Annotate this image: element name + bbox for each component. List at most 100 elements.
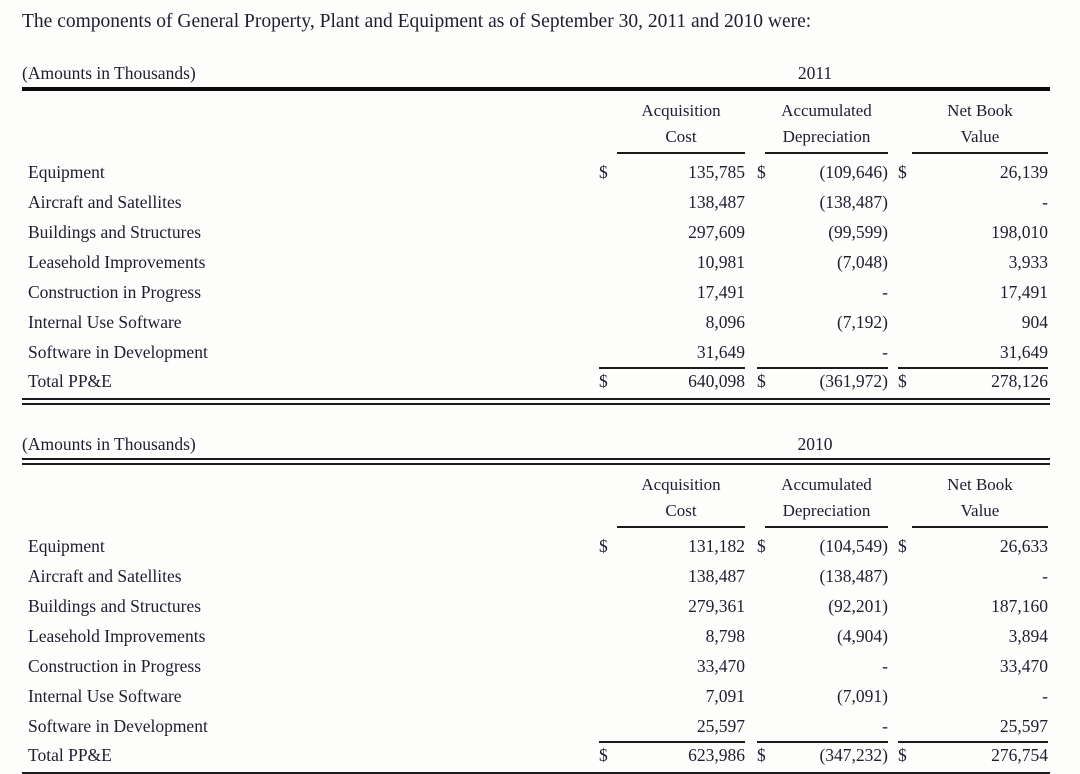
net-book-value-value: 26,633: [999, 536, 1048, 556]
table-row: Equipment $ 135,785 $ (109,646) $ 26,139: [22, 157, 1050, 187]
dollar-sign: [898, 337, 918, 367]
dollar-sign: [599, 217, 619, 247]
dollar-sign: [898, 187, 918, 217]
accumulated-depreciation-cell: (7,048): [757, 247, 888, 277]
dollar-sign: [898, 217, 918, 247]
accumulated-depreciation-cell: (7,192): [757, 307, 888, 337]
header-line: Value: [960, 127, 1000, 146]
dollar-sign: [898, 621, 918, 651]
dollar-sign: [757, 651, 777, 681]
dollar-sign: [757, 621, 777, 651]
dollar-sign: [599, 561, 619, 591]
total-label: Total PP&E: [28, 371, 112, 391]
table-row: Buildings and Structures 279,361 (92,201…: [22, 591, 1050, 621]
column-header-row: Acquisition Cost Accumulated Depreciatio…: [22, 465, 1050, 528]
dollar-sign: $: [898, 536, 907, 556]
acquisition-cost-cell: 31,649: [599, 337, 745, 369]
accumulated-depreciation-cell: -: [757, 711, 888, 743]
dollar-sign: [898, 711, 918, 741]
header-line: Accumulated: [781, 475, 872, 494]
total-net-book-value-cell: $ 278,126: [898, 367, 1048, 395]
header-line: Net Book: [947, 101, 1013, 120]
row-label: Aircraft and Satellites: [28, 566, 182, 586]
net-book-value-cell: 198,010: [898, 217, 1048, 247]
dollar-sign: [757, 247, 777, 277]
dollar-sign: [599, 247, 619, 277]
acquisition-cost-cell: 25,597: [599, 711, 745, 743]
net-book-value-value: -: [1042, 566, 1048, 586]
header-line: Depreciation: [782, 501, 871, 520]
table-row: Buildings and Structures 297,609 (99,599…: [22, 217, 1050, 247]
row-label: Buildings and Structures: [28, 596, 202, 616]
dollar-sign: [898, 561, 918, 591]
total-accumulated-depreciation-value: (347,232): [819, 745, 888, 765]
acquisition-cost-cell: 297,609: [599, 217, 745, 247]
net-book-value-cell: $ 26,633: [898, 531, 1048, 561]
dollar-sign: $: [599, 536, 608, 556]
accumulated-depreciation-cell: (4,904): [757, 621, 888, 651]
table-caption-row: (Amounts in Thousands) 2010: [22, 433, 1050, 455]
dollar-sign: $: [898, 162, 907, 182]
caption-rule: [22, 87, 1050, 91]
dollar-sign: [898, 591, 918, 621]
accumulated-depreciation-value: (138,487): [819, 566, 888, 586]
dollar-sign: $: [898, 745, 907, 765]
total-accumulated-depreciation-cell: $ (347,232): [757, 741, 888, 769]
header-line: Acquisition: [641, 475, 721, 494]
total-net-book-value-value: 276,754: [991, 745, 1048, 765]
total-label: Total PP&E: [28, 745, 112, 765]
net-book-value-cell: 31,649: [898, 337, 1048, 369]
dollar-sign: $: [599, 745, 608, 765]
header-line: Cost: [665, 127, 697, 146]
net-book-value-cell: 17,491: [898, 277, 1048, 307]
accumulated-depreciation-value: (7,192): [836, 312, 888, 332]
dollar-sign: [757, 711, 777, 741]
total-row: Total PP&E $ 623,986 $ (347,232) $ 276,7…: [22, 741, 1050, 769]
accumulated-depreciation-value: -: [882, 656, 888, 676]
acquisition-cost-value: 7,091: [705, 686, 745, 706]
acquisition-cost-value: 131,182: [688, 536, 745, 556]
net-book-value-value: 3,894: [1008, 626, 1048, 646]
acquisition-cost-value: 138,487: [688, 192, 745, 212]
total-net-book-value-cell: $ 276,754: [898, 741, 1048, 769]
dollar-sign: [599, 277, 619, 307]
row-label: Construction in Progress: [28, 282, 202, 302]
accumulated-depreciation-cell: -: [757, 651, 888, 681]
dollar-sign: $: [898, 371, 907, 391]
header-line: Acquisition: [641, 101, 721, 120]
accumulated-depreciation-cell: (92,201): [757, 591, 888, 621]
accumulated-depreciation-header: Accumulated Depreciation: [757, 98, 888, 154]
header-line: Accumulated: [781, 101, 872, 120]
page-title: The components of General Property, Plan…: [22, 11, 812, 32]
net-book-value-value: 25,597: [999, 716, 1048, 736]
table-bottom-rule: [22, 772, 1050, 774]
dollar-sign: $: [757, 371, 766, 391]
acquisition-cost-cell: 8,096: [599, 307, 745, 337]
dollar-sign: [599, 711, 619, 741]
table-row: Aircraft and Satellites 138,487 (138,487…: [22, 561, 1050, 591]
dollar-sign: [599, 651, 619, 681]
dollar-sign: [599, 591, 619, 621]
year-header-2011: 2011: [797, 63, 833, 83]
total-acquisition-cost-cell: $ 623,986: [599, 741, 745, 769]
accumulated-depreciation-value: (7,048): [836, 252, 888, 272]
acquisition-cost-cell: 279,361: [599, 591, 745, 621]
header-line: Cost: [665, 501, 697, 520]
accumulated-depreciation-value: -: [882, 282, 888, 302]
row-label: Leasehold Improvements: [28, 252, 206, 272]
acquisition-cost-value: 135,785: [688, 162, 745, 182]
accumulated-depreciation-cell: (7,091): [757, 681, 888, 711]
acquisition-cost-cell: 17,491: [599, 277, 745, 307]
row-label: Equipment: [28, 162, 105, 182]
net-book-value-value: -: [1042, 686, 1048, 706]
total-acquisition-cost-value: 623,986: [688, 745, 745, 765]
net-book-value-cell: 187,160: [898, 591, 1048, 621]
acquisition-cost-value: 297,609: [688, 222, 745, 242]
net-book-value-cell: -: [898, 187, 1048, 217]
net-book-value-value: -: [1042, 192, 1048, 212]
acquisition-cost-cell: 33,470: [599, 651, 745, 681]
dollar-sign: [599, 307, 619, 337]
dollar-sign: [757, 681, 777, 711]
row-label: Internal Use Software: [28, 686, 182, 706]
acquisition-cost-value: 138,487: [688, 566, 745, 586]
